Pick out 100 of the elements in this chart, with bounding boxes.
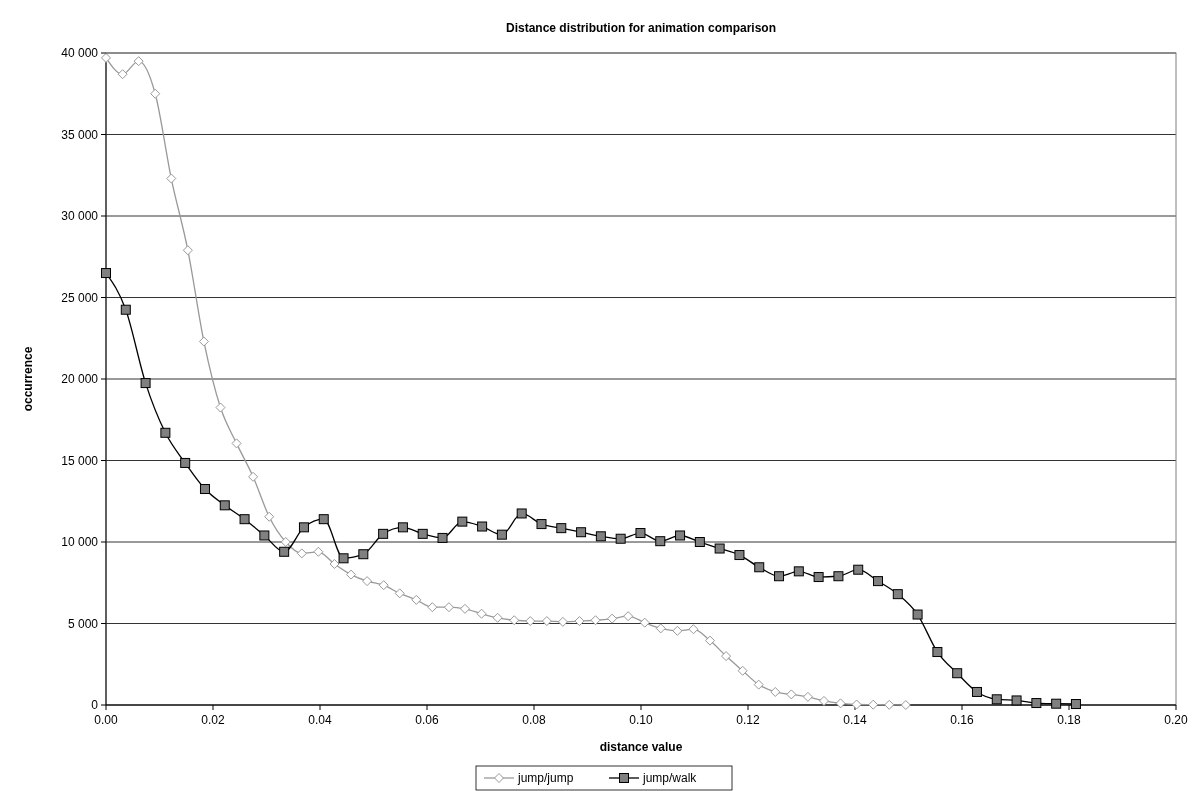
point bbox=[971, 686, 982, 697]
point bbox=[688, 624, 699, 635]
point bbox=[378, 580, 389, 591]
point bbox=[525, 616, 536, 627]
point bbox=[813, 572, 824, 583]
y-tick-label: 20 000 bbox=[61, 372, 99, 386]
y-tick-label: 40 000 bbox=[61, 46, 99, 60]
point bbox=[675, 530, 686, 541]
point bbox=[516, 508, 527, 519]
point bbox=[737, 665, 748, 676]
point bbox=[476, 608, 487, 619]
point bbox=[296, 548, 307, 559]
point bbox=[437, 532, 448, 543]
point bbox=[557, 616, 568, 627]
point bbox=[1031, 698, 1042, 709]
point bbox=[721, 651, 732, 662]
point bbox=[868, 699, 879, 710]
point bbox=[884, 699, 895, 710]
point bbox=[655, 623, 666, 634]
point bbox=[576, 527, 587, 538]
x-tick-label: 0.06 bbox=[415, 713, 439, 727]
point bbox=[394, 588, 405, 599]
y-axis-title: occurrence bbox=[21, 346, 35, 412]
point bbox=[313, 546, 324, 557]
point bbox=[635, 528, 646, 539]
point bbox=[595, 531, 606, 542]
point bbox=[556, 523, 567, 534]
point bbox=[459, 603, 470, 614]
point bbox=[199, 484, 210, 495]
point bbox=[457, 516, 468, 527]
x-tick-label: 0.08 bbox=[522, 713, 546, 727]
y-tick-label: 25 000 bbox=[61, 290, 99, 305]
x-tick-label: 0.20 bbox=[1164, 713, 1188, 727]
point bbox=[492, 612, 503, 623]
point bbox=[298, 522, 309, 533]
point bbox=[639, 617, 650, 628]
x-tick-label: 0.00 bbox=[94, 713, 118, 727]
y-tick-label: 15 000 bbox=[61, 453, 99, 468]
point bbox=[397, 522, 408, 533]
chart-title: Distance distribution for animation comparison bbox=[505, 21, 777, 35]
point bbox=[607, 613, 618, 624]
point bbox=[623, 611, 634, 622]
point bbox=[443, 602, 454, 613]
point bbox=[215, 402, 226, 413]
point bbox=[239, 514, 250, 525]
y-tick-label: 0 bbox=[91, 698, 99, 712]
point bbox=[705, 635, 716, 646]
point bbox=[329, 559, 340, 570]
point bbox=[259, 530, 270, 541]
point bbox=[853, 564, 864, 575]
point bbox=[150, 88, 161, 99]
x-tick-label: 0.02 bbox=[201, 713, 225, 727]
point bbox=[694, 537, 705, 547]
point bbox=[231, 438, 242, 449]
point bbox=[753, 679, 764, 690]
y-tick-label: 5 000 bbox=[67, 616, 99, 631]
legend-label: jump/walk bbox=[642, 771, 698, 785]
point bbox=[672, 625, 683, 636]
point bbox=[248, 471, 259, 482]
point bbox=[615, 533, 626, 544]
point bbox=[509, 615, 520, 626]
point bbox=[793, 566, 804, 577]
point bbox=[655, 536, 666, 547]
x-tick-label: 0.16 bbox=[950, 713, 974, 727]
x-tick-label: 0.14 bbox=[843, 713, 867, 727]
point bbox=[1070, 699, 1081, 710]
point bbox=[873, 576, 884, 587]
point bbox=[912, 609, 923, 620]
point bbox=[182, 245, 193, 256]
point bbox=[477, 521, 488, 532]
point bbox=[835, 698, 846, 709]
point bbox=[851, 699, 862, 710]
point bbox=[900, 700, 911, 710]
x-tick-label: 0.12 bbox=[736, 713, 760, 727]
point bbox=[714, 543, 725, 554]
point bbox=[279, 546, 290, 557]
point bbox=[180, 457, 191, 468]
point bbox=[541, 616, 552, 627]
point bbox=[198, 336, 209, 347]
point bbox=[932, 647, 943, 658]
point bbox=[754, 562, 765, 573]
point bbox=[140, 378, 151, 389]
point bbox=[770, 686, 781, 697]
point bbox=[358, 549, 369, 560]
y-tick-label: 30 000 bbox=[61, 209, 99, 223]
point bbox=[892, 589, 903, 600]
point bbox=[219, 500, 230, 511]
point bbox=[378, 528, 389, 539]
point bbox=[536, 519, 547, 530]
point bbox=[496, 529, 507, 540]
point bbox=[338, 553, 349, 564]
point bbox=[101, 268, 111, 279]
point bbox=[133, 56, 144, 67]
point bbox=[411, 594, 422, 605]
point bbox=[417, 528, 428, 539]
point bbox=[734, 550, 745, 561]
x-tick-label: 0.18 bbox=[1057, 713, 1081, 727]
point bbox=[1051, 698, 1062, 709]
point bbox=[101, 52, 111, 63]
point bbox=[1011, 695, 1022, 706]
